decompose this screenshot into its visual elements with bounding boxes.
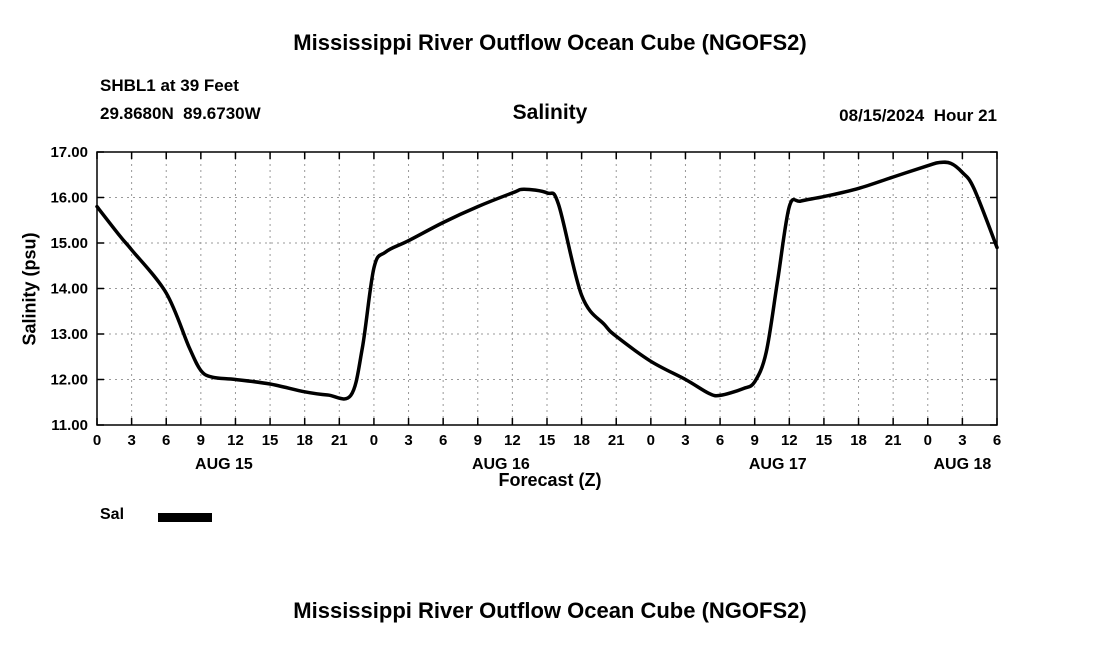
svg-text:6: 6 [716,432,724,449]
x-axis-label: Forecast (Z) [498,470,602,490]
svg-text:21: 21 [331,432,348,449]
svg-text:0: 0 [93,432,101,449]
svg-text:18: 18 [296,432,313,449]
svg-text:9: 9 [751,432,759,449]
svg-text:3: 3 [958,432,966,449]
svg-text:AUG 15: AUG 15 [195,456,253,473]
svg-text:3: 3 [127,432,135,449]
svg-text:6: 6 [439,432,447,449]
svg-text:AUG 16: AUG 16 [472,456,530,473]
svg-text:15: 15 [262,432,279,449]
svg-text:3: 3 [681,432,689,449]
svg-text:15.00: 15.00 [50,235,88,252]
forecast-datetime: 08/15/2024 Hour 21 [839,106,997,125]
svg-text:0: 0 [370,432,378,449]
svg-text:15: 15 [539,432,556,449]
station-name: SHBL1 at 39 Feet [100,76,239,95]
svg-text:17.00: 17.00 [50,144,88,161]
svg-text:12: 12 [227,432,244,449]
bottom-title: Mississippi River Outflow Ocean Cube (NG… [293,598,807,623]
svg-text:21: 21 [885,432,902,449]
station-coordinates: 29.8680N 89.6730W [100,104,261,123]
legend-series-label: Sal [100,506,125,523]
plot-variable-title: Salinity [512,101,588,124]
legend-line-swatch [158,513,212,522]
svg-text:21: 21 [608,432,625,449]
svg-text:12: 12 [504,432,521,449]
svg-text:9: 9 [197,432,205,449]
svg-text:18: 18 [573,432,590,449]
svg-text:16.00: 16.00 [50,190,88,207]
svg-text:9: 9 [474,432,482,449]
svg-text:0: 0 [647,432,655,449]
svg-text:12: 12 [781,432,798,449]
svg-text:6: 6 [993,432,1001,449]
svg-text:0: 0 [924,432,932,449]
svg-text:13.00: 13.00 [50,326,88,343]
svg-text:15: 15 [816,432,833,449]
svg-text:18: 18 [850,432,867,449]
svg-text:12.00: 12.00 [50,372,88,389]
top-title: Mississippi River Outflow Ocean Cube (NG… [293,30,807,55]
svg-text:3: 3 [404,432,412,449]
svg-text:AUG 18: AUG 18 [933,456,991,473]
svg-text:11.00: 11.00 [51,417,88,434]
svg-text:14.00: 14.00 [50,281,88,298]
svg-text:AUG 17: AUG 17 [749,456,807,473]
svg-text:6: 6 [162,432,170,449]
